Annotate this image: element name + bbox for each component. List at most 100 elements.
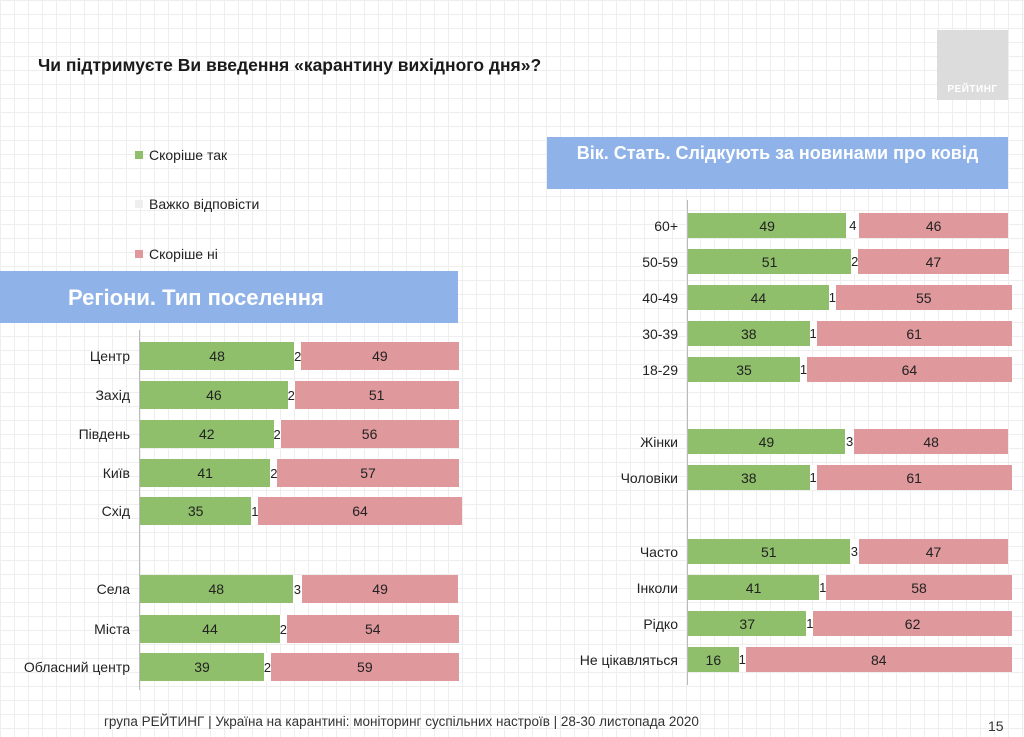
bar-yes: 16 [688, 647, 739, 672]
bar-hard-to-say: 1 [800, 357, 807, 382]
bar-value-label: 51 [761, 253, 778, 270]
bar-no: 56 [280, 420, 459, 448]
bar-hard-to-say: 3 [292, 575, 303, 603]
bar-hard-to-say: 1 [806, 611, 814, 636]
bar-value-label: 2 [851, 254, 859, 269]
bar-hard-to-say: 1 [809, 321, 817, 346]
logo: РЕЙТИНГ [937, 30, 1008, 100]
bar-value-label: 1 [828, 290, 836, 305]
row-label: Інколи [636, 579, 678, 596]
bar-hard-to-say: 3 [844, 429, 855, 454]
bar-value-label: 4 [849, 218, 857, 233]
bar-no: 54 [286, 615, 459, 643]
bar-yes: 35 [140, 497, 252, 525]
bar-hard-to-say: 2 [273, 420, 281, 448]
bar-value-label: 46 [925, 217, 942, 234]
bar-value-label: 64 [352, 503, 368, 519]
legend-swatch [135, 250, 143, 258]
row-label: Південь [78, 426, 130, 442]
row-label: Київ [102, 465, 130, 481]
row-label: Захід [95, 387, 130, 403]
bar-value-label: 1 [799, 362, 808, 377]
bar-no: 47 [858, 249, 1009, 274]
bar-hard-to-say: 2 [280, 615, 287, 643]
bar-hard-to-say: 1 [251, 497, 258, 525]
bar-value-label: 1 [251, 503, 259, 519]
legend-swatch [135, 200, 143, 208]
bar-value-label: 48 [209, 348, 225, 364]
bar-value-label: 3 [845, 434, 854, 449]
bar-no: 46 [859, 213, 1008, 238]
chart-axis [139, 330, 140, 690]
row-label: Схід [101, 503, 130, 519]
page-number: 15 [988, 718, 1004, 734]
bar-value-label: 35 [187, 503, 204, 519]
bar-value-label: 64 [901, 361, 918, 378]
bar-no: 59 [271, 653, 459, 681]
legend-item: Скоріше ні [135, 246, 218, 262]
bar-value-label: 2 [263, 659, 272, 675]
row-label: 50-59 [642, 253, 678, 270]
bar-hard-to-say: 2 [288, 381, 295, 409]
bar-value-label: 2 [279, 621, 288, 637]
row-label: 60+ [654, 217, 678, 234]
bar-value-label: 47 [925, 543, 942, 560]
bar-no: 58 [826, 575, 1012, 600]
bar-value-label: 55 [916, 289, 932, 306]
bar-value-label: 1 [738, 652, 746, 667]
bar-value-label: 51 [368, 387, 385, 403]
bar-no: 47 [859, 539, 1008, 564]
legend-item: Скоріше так [135, 147, 227, 163]
bar-value-label: 48 [923, 433, 939, 450]
bar-hard-to-say: 2 [270, 459, 278, 487]
bar-hard-to-say: 1 [809, 465, 817, 490]
bar-yes: 51 [688, 249, 852, 274]
bar-value-label: 2 [287, 387, 295, 403]
row-label: Центр [89, 348, 130, 364]
legend-item: Важко відповісти [135, 196, 259, 212]
bar-hard-to-say: 4 [846, 213, 860, 238]
bar-value-label: 44 [202, 621, 218, 637]
bar-hard-to-say: 1 [829, 285, 836, 310]
bar-value-label: 41 [745, 579, 762, 596]
bar-no: 57 [277, 459, 459, 487]
bar-hard-to-say: 3 [849, 539, 860, 564]
bar-value-label: 56 [361, 426, 378, 442]
bar-yes: 37 [688, 611, 807, 636]
page-title: Чи підтримуєте Ви введення «карантину ви… [38, 55, 542, 75]
bar-value-label: 39 [194, 659, 210, 675]
row-label: Часто [639, 543, 678, 560]
bar-value-label: 59 [357, 659, 373, 675]
row-label: Обласний центр [23, 659, 130, 675]
bar-yes: 41 [688, 575, 820, 600]
bar-no: 61 [816, 321, 1012, 346]
bar-no: 48 [854, 429, 1008, 454]
bar-yes: 48 [140, 575, 293, 603]
bar-value-label: 49 [372, 581, 388, 597]
bar-no: 64 [807, 357, 1012, 382]
bar-value-label: 3 [293, 581, 301, 597]
bar-value-label: 49 [759, 217, 775, 234]
bar-value-label: 47 [925, 253, 942, 270]
bar-no: 49 [302, 575, 458, 603]
row-label: Села [96, 581, 130, 597]
bar-hard-to-say: 2 [264, 653, 271, 681]
bar-value-label: 2 [294, 348, 302, 364]
bar-yes: 38 [688, 465, 810, 490]
bar-value-label: 49 [372, 348, 388, 364]
row-label: Міста [94, 621, 130, 637]
bar-value-label: 57 [360, 465, 376, 481]
bar-value-label: 84 [870, 651, 887, 668]
bar-value-label: 2 [273, 426, 281, 442]
bar-value-label: 2 [270, 465, 278, 481]
row-label: 30-39 [642, 325, 678, 342]
bar-value-label: 49 [758, 433, 775, 450]
bar-no: 51 [294, 381, 459, 409]
bar-no: 49 [301, 342, 459, 370]
bar-value-label: 1 [809, 326, 817, 341]
row-label: 18-29 [642, 361, 678, 378]
row-label: Не цікавляться [579, 651, 678, 668]
footer: група РЕЙТИНГ | Україна на карантині: мо… [104, 714, 699, 729]
bar-value-label: 1 [809, 470, 817, 485]
bar-hard-to-say: 2 [294, 342, 301, 370]
